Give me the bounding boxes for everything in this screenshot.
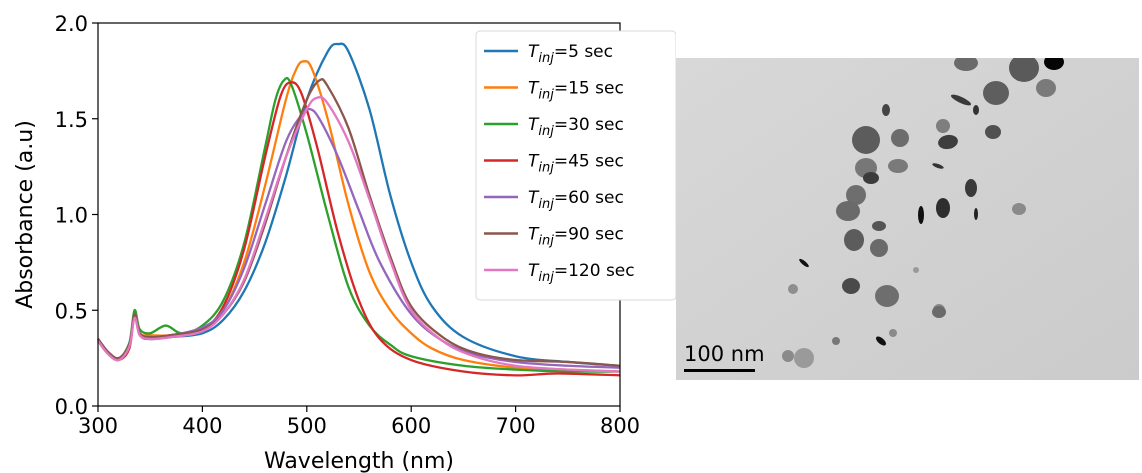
nanoparticle-27 <box>799 258 809 268</box>
nanoparticle-37 <box>782 350 794 362</box>
nanoparticle-3 <box>983 81 1009 105</box>
nanoparticle-1 <box>1009 58 1039 82</box>
series-line-2 <box>97 76 621 373</box>
nanoparticle-7 <box>852 126 880 154</box>
nanoparticle-30 <box>875 285 899 307</box>
nanoparticle-18 <box>965 179 977 197</box>
x-tick-label-2: 500 <box>287 414 327 438</box>
series-line-6 <box>97 95 621 373</box>
y-axis-label: Absorbance (a.u) <box>13 120 38 309</box>
nanoparticle-21 <box>974 208 978 220</box>
absorbance-chart: 300 400 500 600 700 800 0.0 0.5 1.0 1.5 2.0 Wavele… <box>13 12 676 473</box>
legend-entry-3: Tinj=45 sec <box>528 152 624 176</box>
nanoparticle-28 <box>788 284 798 294</box>
nanoparticle-2 <box>1044 58 1064 70</box>
nanoparticle-19 <box>936 198 950 218</box>
y-tick-label-0: 0.0 <box>55 395 88 419</box>
x-tick-label-0: 300 <box>78 414 118 438</box>
nanoparticle-22 <box>1012 203 1026 215</box>
nanoparticle-24 <box>872 221 886 231</box>
nanoparticle-6 <box>882 104 890 116</box>
x-tick-label-1: 400 <box>182 414 222 438</box>
y-tick-label-2: 1.0 <box>55 204 88 228</box>
nanoparticle-15 <box>932 163 944 169</box>
nanoparticle-34 <box>876 336 886 346</box>
legend-entry-6: Tinj=120 sec <box>528 261 635 285</box>
nanoparticle-image <box>676 58 1139 380</box>
nanoparticle-17 <box>846 185 866 205</box>
nanoparticle-8 <box>891 129 909 147</box>
nanoparticle-33 <box>832 337 840 345</box>
legend: Tinj=5 sec Tinj=15 sec Tinj=30 sec Tinj=45 … <box>475 30 676 301</box>
x-tick-label-3: 600 <box>391 414 431 438</box>
nanoparticle-29 <box>842 278 860 294</box>
nanoparticle-16 <box>863 172 879 184</box>
nanoparticle-20 <box>918 206 924 224</box>
nanoparticle-0 <box>954 58 978 71</box>
x-tick-label-4: 700 <box>496 414 536 438</box>
legend-entry-1: Tinj=15 sec <box>528 79 624 103</box>
nanoparticle-36 <box>794 348 814 368</box>
x-axis-label: Wavelength (nm) <box>264 449 454 473</box>
nanoparticle-38 <box>913 267 919 273</box>
nanoparticle-14 <box>888 159 908 173</box>
y-tick-label-1: 0.5 <box>55 299 88 323</box>
nanoparticle-12 <box>973 105 979 115</box>
scale-bar <box>684 369 755 372</box>
ticks-layer: 300 400 500 600 700 800 0.0 0.5 1.0 1.5 2.0 <box>55 12 640 438</box>
legend-entry-5: Tinj=90 sec <box>528 225 624 249</box>
nanoparticle-32 <box>932 306 946 318</box>
y-tick-label-4: 2.0 <box>55 12 88 36</box>
legend-entry-4: Tinj=60 sec <box>528 188 624 212</box>
y-tick-label-3: 1.5 <box>55 108 88 132</box>
legend-box <box>475 30 676 301</box>
nanoparticle-25 <box>844 229 864 251</box>
nanoparticle-9 <box>936 119 950 133</box>
legend-entry-0: Tinj=5 sec <box>528 42 613 66</box>
nanoparticle-23 <box>836 201 860 221</box>
scale-bar-label: 100 nm <box>684 342 765 366</box>
nanoparticle-26 <box>870 239 888 257</box>
nanoparticle-10 <box>938 134 958 150</box>
nanoparticle-4 <box>1036 79 1056 97</box>
legend-entry-2: Tinj=30 sec <box>528 115 624 139</box>
nanoparticle-5 <box>950 94 972 106</box>
nanoparticle-11 <box>985 125 1001 139</box>
nanoparticle-35 <box>889 329 897 337</box>
tem-micrograph: 100 nm <box>676 58 1139 380</box>
series-layer <box>97 42 621 377</box>
x-tick-label-5: 800 <box>600 414 640 438</box>
